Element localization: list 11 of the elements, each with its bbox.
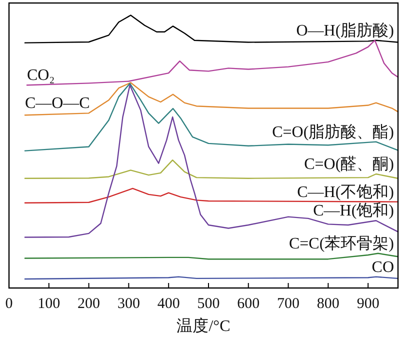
x-tick-label: 700 [277,296,300,312]
x-tick-label: 400 [157,296,180,312]
x-tick-label: 800 [316,296,340,312]
x-axis-title: 温度/°C [176,317,230,335]
x-tick-label: 0 [5,296,13,312]
x-tick-label: 500 [197,296,220,312]
x-tick-label: 100 [38,296,60,312]
x-tick-label: 900 [356,296,380,312]
x-tick-label: 300 [117,296,140,312]
x-tick-label: 600 [237,296,260,312]
x-tick-label: 200 [78,296,100,312]
